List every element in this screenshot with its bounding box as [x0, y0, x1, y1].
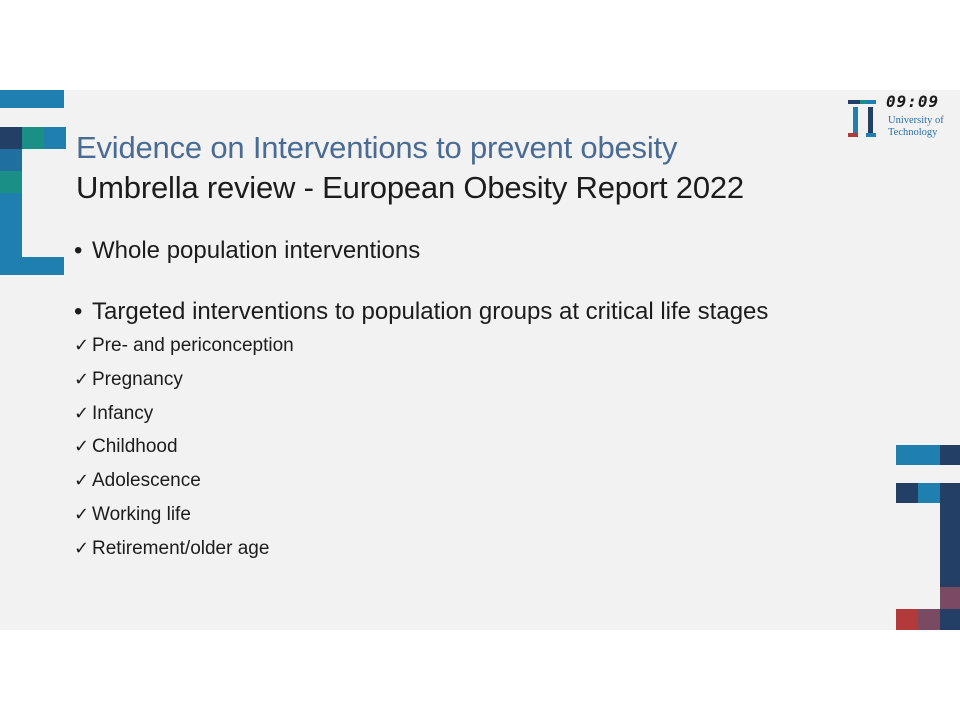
slide-title: Evidence on Interventions to prevent obe… [76, 130, 678, 165]
slide-subtitle: Umbrella review - European Obesity Repor… [76, 170, 744, 205]
clock-display: 09:09 [886, 92, 940, 111]
checkmark-icon: ✓ [74, 503, 90, 524]
bullet-text: Whole population interventions [92, 237, 421, 264]
logo-line-2: Technology [888, 127, 938, 138]
checkmark-icon: ✓ [74, 537, 90, 558]
checklist-item: ✓ Adolescence [74, 470, 294, 504]
checklist-text: Childhood [92, 436, 178, 458]
bullet-dot: • [74, 237, 83, 264]
checklist-text: Pregnancy [92, 368, 183, 390]
checkmark-icon: ✓ [74, 368, 90, 389]
checklist-item: ✓ Infancy [74, 403, 294, 437]
bullet-text: Targeted interventions to population gro… [92, 298, 769, 325]
top-left-decoration [0, 90, 66, 280]
checklist-item: ✓ Working life [74, 504, 294, 538]
checkmark-icon: ✓ [74, 335, 90, 355]
checklist-text: Infancy [92, 402, 154, 424]
checkmark-icon: ✓ [74, 470, 90, 491]
checklist-text: Adolescence [92, 470, 201, 492]
checklist-text: Pre- and periconception [92, 335, 294, 356]
checklist-text: Retirement/older age [92, 537, 270, 559]
checklist-item: ✓ Retirement/older age [74, 538, 294, 572]
checkmark-icon: ✓ [74, 436, 90, 457]
bullet-item: • Whole population interventions [74, 237, 420, 265]
life-stages-checklist: ✓ Pre- and periconception ✓ Pregnancy ✓ Inf… [74, 335, 294, 572]
checklist-text: Working life [92, 503, 191, 525]
checklist-item: ✓ Pre- and periconception [74, 335, 294, 369]
bullet-item: • Targeted interventions to population gr… [74, 298, 768, 326]
presentation-slide: 09:09 University of Technology Evidence … [0, 90, 960, 630]
university-logo-icon [848, 100, 878, 138]
bullet-dot: • [74, 298, 83, 325]
checklist-item: ✓ Childhood [74, 436, 294, 470]
checklist-item: ✓ Pregnancy [74, 369, 294, 403]
university-logo-text: University of Technology [888, 115, 944, 139]
logo-line-1: University of [888, 115, 944, 126]
checkmark-icon: ✓ [74, 402, 90, 423]
bottom-right-decoration [896, 445, 960, 630]
